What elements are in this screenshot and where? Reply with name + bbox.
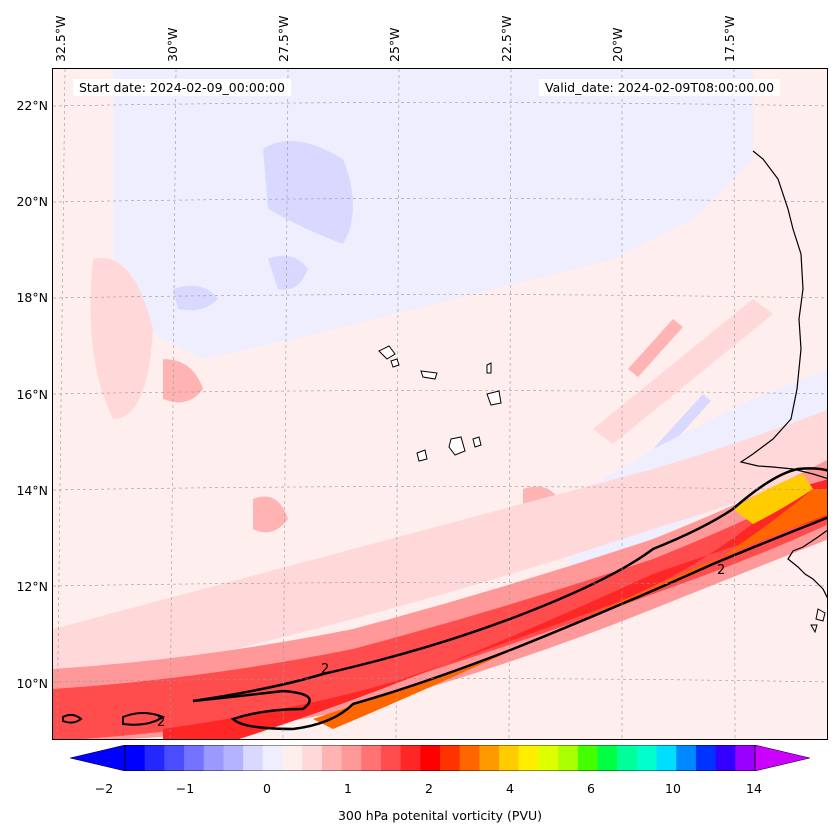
colorbar-cell [282,745,303,771]
colorbar-cell [735,745,756,771]
colorbar-tick: 6 [587,781,595,796]
pv-field-svg: 2 2 2 [53,69,827,739]
colorbar [70,745,810,771]
colorbar-cell [203,745,224,771]
contour-label: 2 [321,662,329,677]
colorbar-cell [577,745,598,771]
colorbar-cell [144,745,165,771]
lon-label-17-5w: 17.5°W [722,15,737,62]
pv-map: 2 2 2 Start date: 2024-02-09_00:00:00 Va… [52,68,828,740]
pv-contour-2 [192,516,827,731]
pv-band-core-inner [733,474,813,524]
colorbar-cell [400,745,421,771]
islands [378,345,502,462]
colorbar-cell [695,745,717,771]
colorbar-tick: 1 [344,781,352,796]
colorbar-cell [617,745,638,771]
colorbar-cell [243,745,264,771]
colorbar-tick: 10 [665,781,681,796]
coastline-africa [787,529,827,599]
negative-pv-blob [263,141,353,244]
pv-band-layer-2 [53,480,827,739]
negative-pv-blob [173,285,218,311]
colorbar-cell [341,745,362,771]
positive-pv-blob [253,496,288,533]
contour-label: 2 [157,715,165,730]
colorbar-cell [164,745,185,771]
colorbar-tick: 0 [263,781,271,796]
colorbar-cells [125,745,756,771]
coastline-islands-bijagos [810,608,826,634]
colorbar-cell [302,745,323,771]
negative-pv-streak [653,394,711,456]
colorbar-frame [124,745,756,771]
lon-label-27-5w: 27.5°W [276,15,291,62]
colorbar-cell [499,745,520,771]
lat-label-18n: 18°N [16,290,48,305]
lat-label-12n: 12°N [16,579,48,594]
colorbar-cell [715,745,736,771]
positive-pv-streak [593,299,773,444]
colorbar-cell [440,745,461,771]
colorbar-under-arrow [70,745,126,771]
pv-contour-2 [62,713,83,724]
colorbar-cell [538,745,559,771]
colorbar-tick: −2 [94,781,114,796]
contour-label: 2 [717,563,725,578]
pv-band-core [313,489,827,729]
lat-label-16n: 16°N [16,387,48,402]
colorbar-cell [676,745,697,771]
colorbar-cell [262,745,283,771]
colorbar-cell [380,745,402,771]
pv-contour-2 [192,467,827,703]
positive-pv-blob [163,359,203,403]
lat-label-14n: 14°N [16,483,48,498]
negative-pv-region [113,69,753,359]
negative-pv-blob [268,255,308,290]
colorbar-cell [636,745,658,771]
lat-label-20n: 20°N [16,194,48,209]
colorbar-cell [361,745,382,771]
lon-label-32-5w: 32.5°W [53,15,68,62]
colorbar-cell [420,745,441,771]
lon-label-30w: 30°W [165,27,180,62]
positive-pv-streak [628,319,683,377]
valid-date-label: Valid_date: 2024-02-09T08:00:00.00 [539,79,781,96]
colorbar-cell [479,745,500,771]
colorbar-cell [558,745,579,771]
colorbar-tick: 4 [506,781,514,796]
lon-label-25w: 25°W [387,27,402,62]
lat-label-22n: 22°N [16,98,48,113]
colorbar-cell [321,745,343,771]
pv-contour-2 [122,712,166,726]
colorbar-cell [223,745,244,771]
colorbar-tick: 2 [425,781,433,796]
colorbar-cell [184,745,205,771]
colorbar-cell [518,745,539,771]
colorbar-tick: 14 [746,781,762,796]
colorbar-cell [125,745,146,771]
coastline-africa [739,150,827,480]
colorbar-over-arrow [754,745,810,771]
positive-pv-band [53,409,827,689]
colorbar-title: 300 hPa potenital vorticity (PVU) [337,808,543,823]
colorbar-tick: −1 [175,781,195,796]
positive-pv-blob [90,257,153,419]
colorbar-cell [597,745,618,771]
colorbar-cell [459,745,480,771]
graticule [53,69,827,739]
lat-label-10n: 10°N [16,676,48,691]
start-date-label: Start date: 2024-02-09_00:00:00 [73,79,291,96]
colorbar-cell [656,745,677,771]
lon-label-22-5w: 22.5°W [499,15,514,62]
lon-label-20w: 20°W [610,27,625,62]
